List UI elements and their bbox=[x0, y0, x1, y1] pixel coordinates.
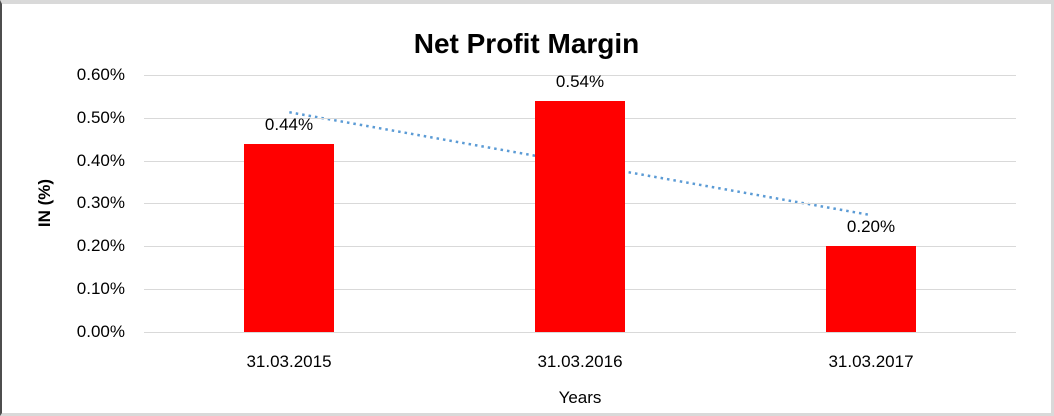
bar-value-label: 0.44% bbox=[264, 115, 314, 134]
bar-value-label: 0.54% bbox=[555, 72, 605, 91]
x-tick-label: 31.03.2017 bbox=[828, 352, 914, 371]
y-tick-label: 0.10% bbox=[76, 279, 125, 298]
x-tick-label: 31.03.2016 bbox=[537, 352, 623, 371]
y-tick-label: 0.40% bbox=[76, 151, 125, 170]
bar bbox=[244, 144, 334, 332]
gridline bbox=[144, 75, 1016, 76]
gridline bbox=[144, 332, 1016, 333]
y-tick-label: 0.60% bbox=[76, 65, 125, 84]
chart-title: Net Profit Margin bbox=[413, 28, 640, 59]
x-tick-label: 31.03.2015 bbox=[246, 352, 332, 371]
y-tick-label: 0.30% bbox=[76, 193, 125, 212]
y-tick-label: 0.20% bbox=[76, 236, 125, 255]
bar bbox=[826, 246, 916, 332]
y-axis-title: IN (%) bbox=[35, 178, 54, 228]
y-tick-label: 0.50% bbox=[76, 108, 125, 127]
bar bbox=[535, 101, 625, 332]
y-tick-label: 0.00% bbox=[76, 322, 125, 341]
bar-value-label: 0.20% bbox=[846, 217, 896, 236]
x-axis-title: Years bbox=[558, 388, 602, 407]
